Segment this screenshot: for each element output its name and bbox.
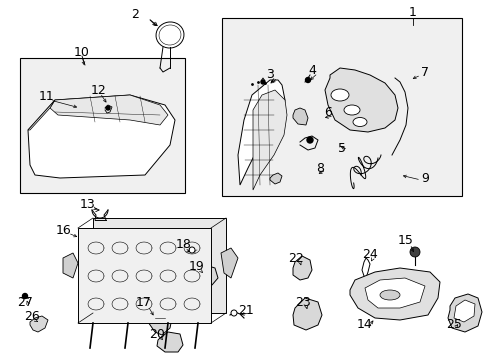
Text: 24: 24 — [362, 248, 377, 261]
Bar — [20, 58, 184, 193]
Text: 17: 17 — [136, 297, 152, 310]
Polygon shape — [221, 248, 238, 278]
Circle shape — [306, 137, 312, 143]
Text: 4: 4 — [307, 63, 315, 77]
Text: 19: 19 — [189, 261, 204, 274]
Ellipse shape — [330, 89, 348, 101]
Polygon shape — [252, 90, 286, 190]
Text: 5: 5 — [337, 141, 346, 154]
Polygon shape — [453, 300, 474, 322]
Circle shape — [189, 247, 195, 253]
Polygon shape — [269, 173, 282, 184]
Bar — [93, 218, 225, 313]
Text: 27: 27 — [17, 296, 33, 309]
Polygon shape — [63, 253, 78, 278]
Polygon shape — [292, 298, 321, 330]
Polygon shape — [325, 68, 397, 132]
Bar — [78, 228, 210, 323]
Polygon shape — [28, 95, 175, 178]
Polygon shape — [238, 80, 285, 185]
Text: 23: 23 — [295, 296, 310, 309]
Polygon shape — [292, 108, 307, 125]
Polygon shape — [447, 294, 481, 332]
Text: 14: 14 — [356, 319, 372, 332]
Ellipse shape — [352, 117, 366, 126]
Polygon shape — [361, 258, 369, 278]
Text: 11: 11 — [39, 90, 55, 104]
Text: 10: 10 — [74, 45, 90, 58]
Ellipse shape — [343, 105, 359, 115]
Text: 16: 16 — [56, 224, 72, 237]
Circle shape — [305, 77, 310, 82]
Text: 6: 6 — [324, 107, 331, 120]
Polygon shape — [349, 268, 439, 320]
Text: 15: 15 — [397, 234, 413, 247]
Polygon shape — [364, 278, 424, 308]
Bar — [222, 18, 461, 196]
Polygon shape — [30, 316, 48, 332]
Polygon shape — [28, 100, 55, 130]
Text: 22: 22 — [287, 252, 303, 265]
Text: 18: 18 — [176, 238, 192, 252]
Text: 2: 2 — [131, 8, 139, 21]
Text: 1: 1 — [408, 5, 416, 18]
Polygon shape — [148, 305, 172, 335]
Text: 7: 7 — [420, 66, 428, 78]
Text: 13: 13 — [80, 198, 96, 211]
Text: 12: 12 — [91, 84, 107, 96]
Polygon shape — [157, 332, 183, 352]
Text: 9: 9 — [420, 171, 428, 184]
Circle shape — [230, 310, 237, 316]
Polygon shape — [194, 265, 218, 285]
Text: 3: 3 — [265, 68, 273, 81]
Text: 25: 25 — [445, 319, 461, 332]
Circle shape — [106, 106, 110, 110]
Circle shape — [261, 80, 264, 84]
Text: 20: 20 — [149, 328, 164, 342]
Ellipse shape — [156, 22, 183, 48]
Ellipse shape — [379, 290, 399, 300]
Polygon shape — [292, 256, 311, 280]
Text: 21: 21 — [238, 303, 253, 316]
Circle shape — [22, 293, 27, 298]
Circle shape — [409, 247, 419, 257]
Text: 8: 8 — [315, 162, 324, 175]
Text: 26: 26 — [24, 310, 40, 324]
Polygon shape — [50, 95, 168, 125]
